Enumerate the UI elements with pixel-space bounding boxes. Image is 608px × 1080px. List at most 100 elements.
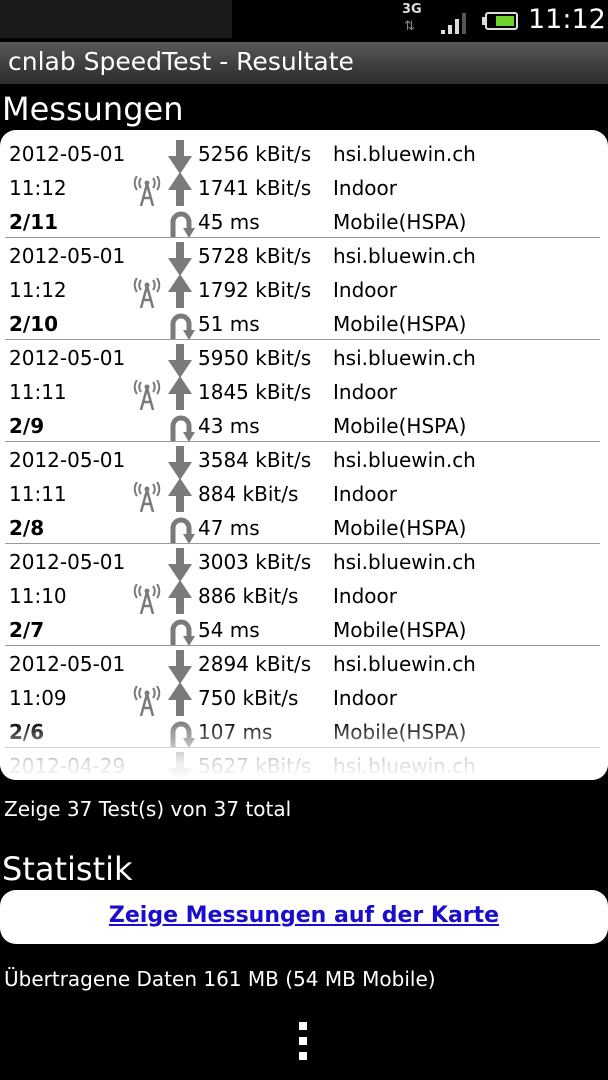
row-divider (5, 645, 600, 646)
location-type: Indoor (333, 380, 397, 404)
measurement-time: 11:09 (9, 686, 67, 710)
ping-latency: 43 ms (198, 414, 260, 438)
measurement-row[interactable]: 2012-05-01 11:11 2/8 3584 kBit/s 884 kBit/s 4… (0, 442, 608, 544)
measurement-time: 11:12 (9, 176, 67, 200)
upload-arrow-icon (168, 580, 192, 614)
upload-speed: 750 kBit/s (198, 686, 299, 710)
ping-loop-icon (170, 415, 195, 442)
network-type: Mobile(HSPA) (333, 312, 467, 336)
upload-arrow-icon (168, 172, 192, 206)
download-arrow-icon (168, 344, 192, 378)
measurement-index: 2/11 (9, 210, 59, 234)
location-type: Indoor (333, 278, 397, 302)
location-type: Indoor (333, 176, 397, 200)
upload-speed: 886 kBit/s (198, 584, 299, 608)
ping-latency: 45 ms (198, 210, 260, 234)
map-link[interactable]: Zeige Messungen auf der Karte (108, 903, 500, 928)
measurement-index: 2/7 (9, 618, 45, 642)
ping-loop-icon (170, 619, 195, 646)
measurement-time: 11:12 (9, 278, 67, 302)
measurement-row[interactable]: 2012-05-01 11:10 2/7 3003 kBit/s 886 kBit/s 5… (0, 544, 608, 646)
upload-speed: 1792 kBit/s (198, 278, 312, 302)
3g-icon: 3G ⇅ (402, 2, 422, 34)
download-speed: 5728 kBit/s (198, 244, 312, 268)
measurement-index: 2/10 (9, 312, 59, 336)
antenna-icon (133, 584, 161, 614)
antenna-icon (133, 686, 161, 716)
measurement-date: 2012-05-01 (9, 244, 126, 268)
download-speed: 5256 kBit/s (198, 142, 312, 166)
download-arrow-icon (168, 548, 192, 582)
download-speed: 2894 kBit/s (198, 652, 312, 676)
ping-loop-icon (170, 211, 195, 238)
ping-latency: 47 ms (198, 516, 260, 540)
measurement-date: 2012-05-01 (9, 448, 126, 472)
antenna-icon (133, 176, 161, 206)
download-arrow-icon (168, 446, 192, 480)
upload-arrow-icon (168, 682, 192, 716)
upload-speed: 884 kBit/s (198, 482, 299, 506)
data-transferred: Übertragene Daten 161 MB (54 MB Mobile) (4, 967, 436, 991)
clock: 11:12 (528, 4, 606, 35)
server-name: hsi.bluewin.ch (333, 550, 476, 574)
server-name: hsi.bluewin.ch (333, 346, 476, 370)
antenna-icon (133, 482, 161, 512)
download-arrow-icon (168, 242, 192, 276)
download-arrow-icon (168, 140, 192, 174)
antenna-icon (133, 278, 161, 308)
ping-loop-icon (170, 313, 195, 340)
measurement-time: 11:10 (9, 584, 67, 608)
download-speed: 5950 kBit/s (198, 346, 312, 370)
upload-arrow-icon (168, 376, 192, 410)
measurement-row[interactable]: 2012-05-01 11:12 2/11 5256 kBit/s 1741 kBit/… (0, 136, 608, 238)
upload-speed: 1741 kBit/s (198, 176, 312, 200)
test-count: Zeige 37 Test(s) von 37 total (4, 797, 292, 821)
status-bar: 3G ⇅ 11:12 (0, 0, 608, 42)
measurement-list[interactable]: 2012-05-01 11:12 2/11 5256 kBit/s 1741 kBit/… (0, 136, 608, 780)
download-arrow-icon (168, 650, 192, 684)
measurement-date: 2012-05-01 (9, 346, 126, 370)
location-type: Indoor (333, 584, 397, 608)
measurement-index: 2/9 (9, 414, 45, 438)
row-divider (5, 339, 600, 340)
server-name: hsi.bluewin.ch (333, 652, 476, 676)
ping-latency: 54 ms (198, 618, 260, 642)
map-button[interactable]: Zeige Messungen auf der Karte (0, 890, 608, 944)
ping-loop-icon (170, 517, 195, 544)
measurement-time: 11:11 (9, 482, 67, 506)
network-type: Mobile(HSPA) (333, 618, 467, 642)
measurement-date: 2012-05-01 (9, 142, 126, 166)
app-title: cnlab SpeedTest - Resultate (8, 47, 354, 76)
row-divider (5, 237, 600, 238)
upload-speed: 1845 kBit/s (198, 380, 312, 404)
upload-arrow-icon (168, 478, 192, 512)
row-divider (5, 441, 600, 442)
measurements-heading: Messungen (2, 90, 184, 128)
row-divider (5, 543, 600, 544)
notification-area[interactable] (0, 0, 232, 38)
measurement-date: 2012-05-01 (9, 550, 126, 574)
location-type: Indoor (333, 482, 397, 506)
server-name: hsi.bluewin.ch (333, 244, 476, 268)
network-type: Mobile(HSPA) (333, 414, 467, 438)
statistics-heading: Statistik (2, 850, 133, 888)
measurement-list-panel[interactable]: 2012-05-01 11:12 2/11 5256 kBit/s 1741 kBit/… (0, 130, 608, 780)
measurement-time: 11:11 (9, 380, 67, 404)
title-bar: cnlab SpeedTest - Resultate (0, 42, 608, 84)
measurement-row[interactable]: 2012-05-01 11:11 2/9 5950 kBit/s 1845 kBit/s… (0, 340, 608, 442)
signal-icon (441, 13, 466, 34)
server-name: hsi.bluewin.ch (333, 142, 476, 166)
overflow-menu-icon[interactable] (296, 1020, 310, 1062)
measurement-row[interactable]: 2012-05-01 11:12 2/10 5728 kBit/s 1792 kBit/… (0, 238, 608, 340)
network-type: Mobile(HSPA) (333, 210, 467, 234)
battery-icon (482, 12, 518, 30)
download-speed: 3584 kBit/s (198, 448, 312, 472)
upload-arrow-icon (168, 274, 192, 308)
antenna-icon (133, 380, 161, 410)
measurement-index: 2/8 (9, 516, 45, 540)
list-fade (0, 720, 608, 780)
network-type: Mobile(HSPA) (333, 516, 467, 540)
measurement-date: 2012-05-01 (9, 652, 126, 676)
server-name: hsi.bluewin.ch (333, 448, 476, 472)
location-type: Indoor (333, 686, 397, 710)
